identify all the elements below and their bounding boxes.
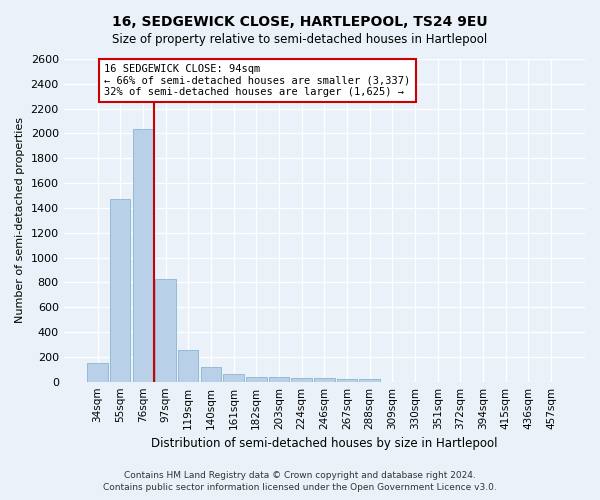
Bar xyxy=(269,378,289,382)
Bar xyxy=(201,368,221,382)
Bar xyxy=(155,278,176,382)
Bar xyxy=(246,376,266,382)
Y-axis label: Number of semi-detached properties: Number of semi-detached properties xyxy=(15,118,25,324)
Text: Size of property relative to semi-detached houses in Hartlepool: Size of property relative to semi-detach… xyxy=(112,32,488,46)
Bar xyxy=(110,199,130,382)
Text: 16 SEDGEWICK CLOSE: 94sqm
← 66% of semi-detached houses are smaller (3,337)
32% : 16 SEDGEWICK CLOSE: 94sqm ← 66% of semi-… xyxy=(104,64,410,97)
Bar xyxy=(88,363,108,382)
Bar xyxy=(178,350,199,382)
Bar xyxy=(133,128,153,382)
Bar xyxy=(314,378,335,382)
Text: Contains HM Land Registry data © Crown copyright and database right 2024.
Contai: Contains HM Land Registry data © Crown c… xyxy=(103,471,497,492)
X-axis label: Distribution of semi-detached houses by size in Hartlepool: Distribution of semi-detached houses by … xyxy=(151,437,497,450)
Bar xyxy=(223,374,244,382)
Bar xyxy=(337,378,357,382)
Bar xyxy=(359,379,380,382)
Text: 16, SEDGEWICK CLOSE, HARTLEPOOL, TS24 9EU: 16, SEDGEWICK CLOSE, HARTLEPOOL, TS24 9E… xyxy=(112,15,488,29)
Bar xyxy=(292,378,312,382)
